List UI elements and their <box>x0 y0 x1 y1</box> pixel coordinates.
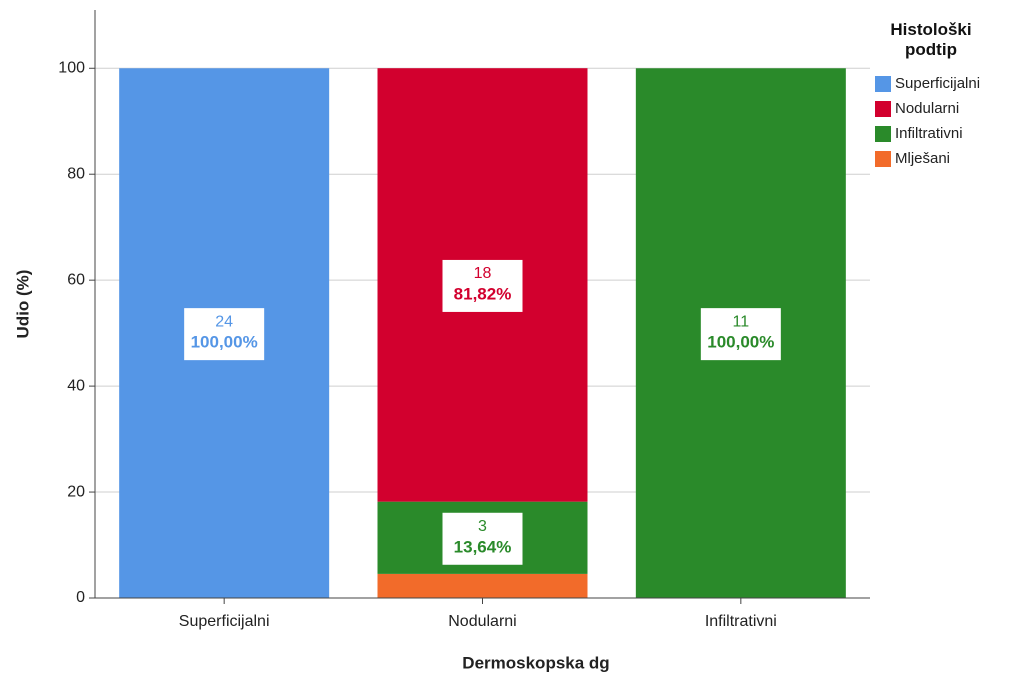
x-tick-label: Infiltrativni <box>705 613 777 630</box>
data-label: 18 81,82% <box>442 259 523 312</box>
legend-title: Histološki podtip <box>890 20 972 59</box>
x-tick-label: Superficijalni <box>179 613 270 630</box>
count-label: 18 <box>474 265 492 282</box>
percent-label: 100,00% <box>191 333 258 352</box>
y-axis-label: Udio (%) <box>13 270 32 339</box>
x-tick-label: Nodularni <box>448 613 516 630</box>
legend-label: Nodularni <box>895 100 959 117</box>
data-label-box <box>184 308 265 361</box>
legend-label: Superficijalni <box>895 75 980 92</box>
legend-label: Infiltrativni <box>895 125 963 142</box>
count-label: 11 <box>733 313 750 330</box>
data-label-box <box>700 308 781 361</box>
data-label-box <box>442 259 523 312</box>
data-label: 11 100,00% <box>700 308 781 361</box>
legend-swatch <box>875 101 891 117</box>
y-tick-label: 40 <box>67 377 85 394</box>
data-label: 3 13,64% <box>442 512 523 565</box>
percent-label: 13,64% <box>454 537 512 556</box>
count-label: 3 <box>478 518 487 535</box>
y-tick-label: 0 <box>76 589 85 606</box>
legend-swatch <box>875 76 891 92</box>
count-label: 24 <box>215 313 233 330</box>
percent-label: 81,82% <box>454 284 512 303</box>
data-label-box <box>442 512 523 565</box>
legend-label: Mlješani <box>895 150 950 167</box>
y-tick-label: 100 <box>58 59 85 76</box>
legend-swatch <box>875 126 891 142</box>
data-label: 24 100,00% <box>184 308 265 361</box>
legend-swatch <box>875 151 891 167</box>
y-tick-label: 20 <box>67 483 85 500</box>
x-axis-label: Dermoskopska dg <box>462 653 609 672</box>
bar-segment <box>377 573 588 598</box>
percent-label: 100,00% <box>707 333 774 352</box>
y-tick-label: 80 <box>67 165 85 182</box>
y-tick-label: 60 <box>67 271 85 288</box>
